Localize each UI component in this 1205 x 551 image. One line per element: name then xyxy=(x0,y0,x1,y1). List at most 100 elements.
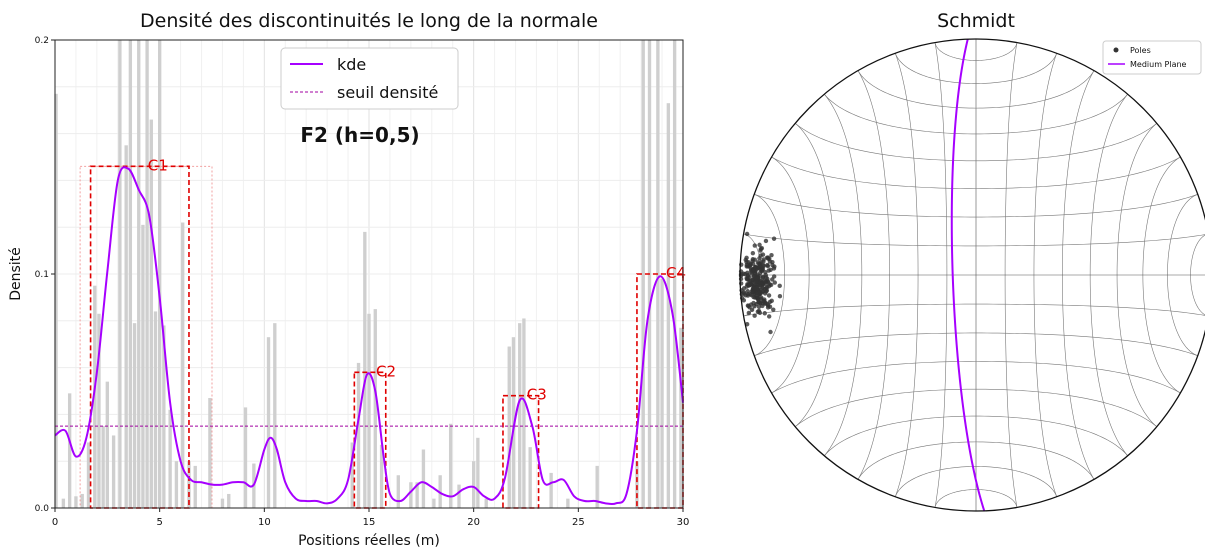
pole-point xyxy=(763,238,769,244)
pole-point xyxy=(746,283,752,288)
pole-point xyxy=(769,252,774,258)
density-bar xyxy=(679,327,683,508)
density-bar xyxy=(363,231,367,508)
legend-poles-swatch xyxy=(1113,47,1119,53)
small-circle xyxy=(857,70,1095,109)
cluster-labels: C1 C2 C3 C4 xyxy=(148,156,686,403)
density-bar xyxy=(266,337,271,508)
x-tick-label: 15 xyxy=(363,517,376,528)
density-bar xyxy=(153,311,158,508)
pole-point xyxy=(777,294,783,299)
density-bar xyxy=(641,40,645,508)
pole-point xyxy=(743,293,748,298)
schmidt-stereonet: Schmidt Poles Medium Plane xyxy=(738,10,1205,512)
density-bar xyxy=(595,465,599,508)
pole-point xyxy=(768,329,773,335)
pole-point xyxy=(760,268,765,273)
small-circle xyxy=(795,123,1157,162)
pole-point xyxy=(767,282,772,287)
density-bar xyxy=(118,40,122,508)
density-bar xyxy=(132,323,137,508)
small-circle xyxy=(771,361,1181,394)
pole-point xyxy=(744,231,750,237)
density-bar xyxy=(141,224,145,509)
density-bar xyxy=(128,40,133,508)
pole-point xyxy=(755,272,760,277)
density-x-ticks: 0 5 10 15 20 25 30 xyxy=(52,508,689,528)
density-bar xyxy=(208,398,212,508)
density-bar xyxy=(409,482,413,508)
pole-point xyxy=(744,276,749,281)
small-circle xyxy=(824,415,1128,456)
pole-point xyxy=(750,261,756,267)
pole-point xyxy=(765,262,770,268)
density-bar xyxy=(97,313,101,508)
pole-point xyxy=(760,285,765,290)
pole-point xyxy=(754,301,759,307)
cluster-label: C1 xyxy=(148,156,168,174)
density-bar xyxy=(511,337,516,508)
cluster-box xyxy=(502,394,540,509)
density-bar xyxy=(67,393,72,508)
medium-plane-arc xyxy=(950,38,986,512)
density-bar xyxy=(220,498,225,508)
small-circle xyxy=(895,466,1057,497)
x-tick-label: 20 xyxy=(467,517,480,528)
density-bar xyxy=(448,423,453,508)
pole-point xyxy=(757,280,763,285)
density-bar xyxy=(367,313,371,508)
density-bar xyxy=(522,318,526,508)
pole-point xyxy=(772,280,777,285)
density-bar xyxy=(528,447,532,508)
pole-point xyxy=(757,289,763,295)
density-x-axis-label: Positions réelles (m) xyxy=(298,533,440,549)
pole-point xyxy=(771,266,777,271)
pole-point xyxy=(749,307,755,313)
density-legend: kde seuil densité xyxy=(280,47,459,110)
density-bar xyxy=(549,472,553,508)
density-bar xyxy=(476,437,480,508)
pole-point xyxy=(758,246,764,251)
pole-point xyxy=(766,293,772,298)
cluster-label: C4 xyxy=(666,264,686,282)
density-bar xyxy=(145,40,149,508)
density-bar xyxy=(566,498,570,508)
pole-point xyxy=(769,298,774,304)
schmidt-legend-box xyxy=(1102,40,1202,75)
density-bar xyxy=(168,409,172,508)
density-bar xyxy=(74,496,78,508)
pole-point xyxy=(766,314,772,319)
pole-point xyxy=(744,255,749,260)
pole-point xyxy=(757,242,762,248)
density-bar xyxy=(421,449,426,508)
pole-point xyxy=(752,257,757,262)
legend-threshold-label: seuil densité xyxy=(337,83,438,102)
schmidt-legend: Poles Medium Plane xyxy=(1102,40,1202,75)
legend-plane-label: Medium Plane xyxy=(1130,60,1187,69)
density-bar xyxy=(471,461,476,508)
x-tick-label: 25 xyxy=(572,517,585,528)
density-bar xyxy=(124,145,128,509)
density-bar xyxy=(507,346,511,508)
pole-point xyxy=(752,265,758,270)
density-chart: Densité des discontinuités le long de la… xyxy=(8,10,689,549)
small-circle xyxy=(857,441,1095,480)
small-circle xyxy=(754,193,1198,218)
pole-point xyxy=(758,296,764,302)
small-circle xyxy=(895,53,1057,84)
density-y-axis-label: Densité xyxy=(8,247,24,301)
pole-point xyxy=(764,285,770,290)
small-circle xyxy=(795,388,1157,427)
density-bar xyxy=(101,426,105,508)
x-tick-label: 0 xyxy=(52,517,58,528)
y-tick-label: 0.2 xyxy=(35,36,49,46)
cluster-outer-box xyxy=(79,165,213,509)
density-bar xyxy=(373,309,377,508)
pole-point xyxy=(746,310,752,316)
pole-point xyxy=(761,263,766,268)
density-y-ticks: 0.0 0.1 0.2 xyxy=(35,36,55,514)
small-circle xyxy=(934,42,1018,61)
pole-point xyxy=(768,267,773,273)
pole-point xyxy=(745,303,751,308)
legend-kde-label: kde xyxy=(337,55,366,74)
